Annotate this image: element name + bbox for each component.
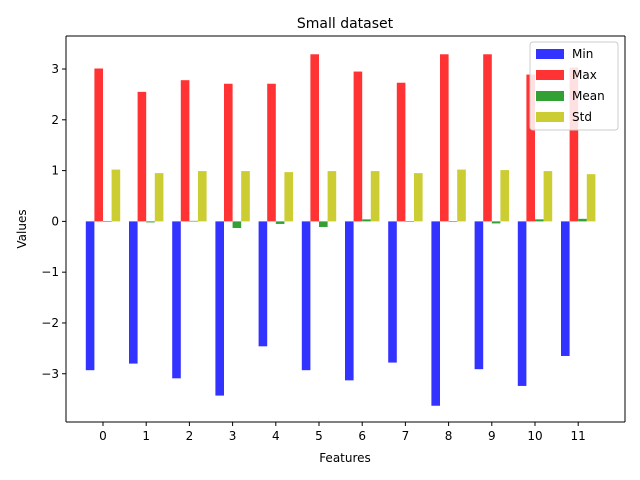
bar-std-8 [457,169,466,222]
bar-min-0 [85,221,95,371]
bar-mean-0 [103,221,112,222]
legend-label-mean: Mean [572,89,605,103]
legend-swatch-max [536,70,564,80]
chart-title: Small dataset [297,16,394,32]
x-tick-label: 10 [527,429,542,443]
bar-std-7 [414,173,423,222]
y-tick-label: 2 [51,113,59,127]
x-tick-label: 11 [571,429,586,443]
bar-mean-7 [405,221,414,222]
bar-mean-8 [448,221,458,222]
x-tick-label: 9 [488,429,496,443]
y-tick-label: −1 [41,265,59,279]
bar-mean-2 [189,220,198,222]
bar-max-6 [353,71,363,222]
bar-max-4 [267,83,276,222]
bar-min-7 [388,221,397,363]
bar-std-9 [500,170,509,222]
bar-max-8 [440,54,449,222]
bar-max-10 [526,74,535,222]
bar-min-9 [474,221,484,370]
y-tick-label: 0 [51,214,59,228]
bar-min-3 [215,221,224,396]
legend-swatch-mean [536,91,564,101]
y-tick-label: 3 [51,62,59,76]
bar-std-4 [284,172,293,222]
bar-min-8 [431,221,440,406]
bar-mean-3 [232,221,242,228]
bar-mean-4 [275,221,285,224]
bar-std-6 [370,171,380,222]
legend: Min Max Mean Std [529,41,619,131]
bar-min-5 [301,221,311,371]
legend-swatch-std [536,112,564,122]
bar-std-5 [327,171,337,222]
axes-group: −3 −2 −1 0 1 2 3 0 1 2 3 4 5 6 7 8 9 10 11 [41,35,626,443]
bar-min-10 [517,221,527,386]
bar-max-7 [396,82,406,222]
bar-max-1 [137,91,147,222]
bar-min-1 [129,221,138,364]
y-axis-label: Values [15,209,29,248]
x-tick-label: 2 [186,429,194,443]
bar-max-0 [94,68,103,222]
bar-mean-6 [362,219,371,222]
bar-min-4 [258,221,268,347]
bar-mean-5 [319,221,328,227]
x-tick-label: 8 [445,429,453,443]
legend-label-std: Std [572,110,592,124]
x-tick-label: 3 [229,429,237,443]
y-tick-label: −2 [41,316,59,330]
bar-max-9 [483,54,492,222]
x-tick-label: 5 [315,429,323,443]
bar-mean-11 [578,218,587,222]
bar-max-11 [569,67,579,222]
bar-min-11 [561,221,570,356]
legend-swatch-min [536,49,564,59]
legend-label-max: Max [572,68,597,82]
bar-mean-10 [535,219,544,222]
bar-mean-1 [146,221,155,223]
legend-label-min: Min [572,47,593,61]
legend-box [529,41,619,131]
bar-std-10 [543,171,553,222]
bar-std-0 [111,169,121,222]
bar-std-3 [241,171,250,222]
bar-min-6 [345,221,354,381]
x-tick-label: 4 [272,429,280,443]
bar-max-3 [224,83,233,222]
y-tick-label: 1 [51,164,59,178]
x-tick-label: 6 [358,429,366,443]
bar-min-2 [172,221,181,379]
x-axis-label: Features [319,451,371,465]
bars-group [85,54,596,406]
bar-max-5 [310,54,319,222]
x-tick-label: 7 [402,429,410,443]
x-tick-label: 1 [142,429,150,443]
bar-std-2 [198,171,207,222]
bar-max-2 [180,80,190,222]
y-tick-label: −3 [41,367,59,381]
x-tick-label: 0 [99,429,107,443]
bar-std-1 [154,173,164,222]
bar-std-11 [586,174,596,222]
bar-mean-9 [491,221,501,224]
